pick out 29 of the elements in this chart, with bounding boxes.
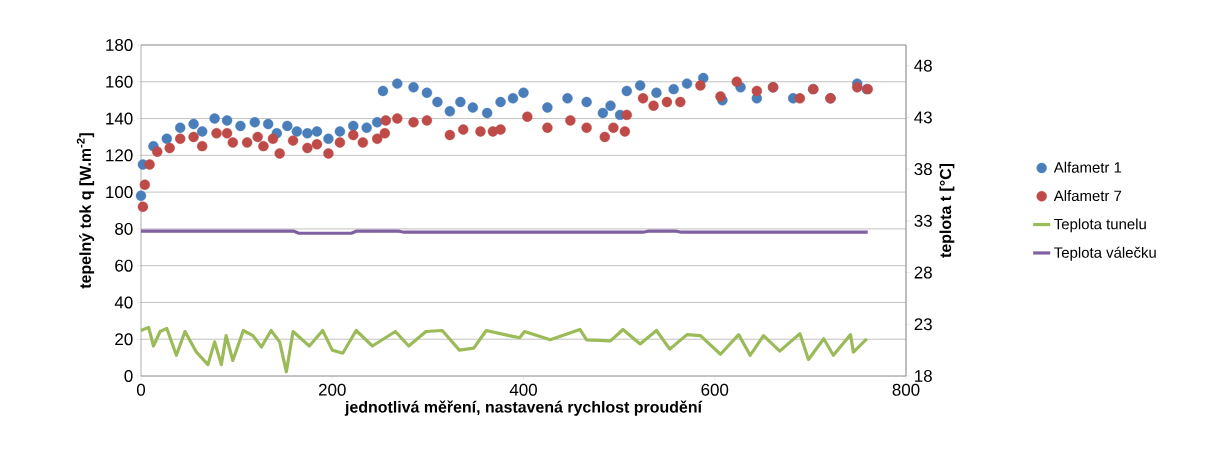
- x-tick-label: 200: [318, 383, 346, 396]
- y-tick-label: 0: [124, 370, 133, 382]
- y-tick-label: 140: [106, 112, 133, 125]
- y2-tick-label: 48: [914, 59, 932, 72]
- y-tick-label: 40: [114, 296, 133, 309]
- y-tick-label: 20: [115, 333, 133, 346]
- x-tick-label: 600: [701, 383, 729, 396]
- legend-label: Alfametr 7: [1053, 190, 1122, 202]
- y2-axis-title: teplota t [°C]: [939, 163, 955, 258]
- y-tick-label: 180: [106, 39, 133, 51]
- y-tick-label: 60: [115, 259, 133, 272]
- y2-tick-label: 28: [914, 266, 932, 279]
- x-tick-label: 800: [892, 383, 920, 396]
- x-tick-label: 0: [136, 383, 146, 396]
- y-tick-label: 160: [106, 75, 133, 88]
- y2-tick-label: 33: [914, 214, 932, 227]
- x-tick-label: 400: [509, 383, 537, 396]
- y2-tick-label: 23: [914, 318, 932, 331]
- x-axis-title: jednotlivá měření, nastavená rychlost proudění: [344, 400, 703, 416]
- y-axis-title: tepelný tok q [W.m$^{-2}$]: [76, 133, 95, 289]
- y2-tick-label: 43: [914, 111, 932, 124]
- legend-label: Teplota tunelu: [1054, 218, 1146, 233]
- legend-label: Alfametr 1: [1053, 161, 1122, 173]
- legend-label: Teplota válečku: [1054, 246, 1156, 261]
- y2-tick-label: 18: [915, 370, 932, 382]
- y-tick-label: 100: [106, 186, 133, 199]
- y-tick-label: 120: [106, 149, 133, 162]
- y2-tick-label: 38: [914, 163, 932, 176]
- y-tick-label: 80: [115, 222, 133, 235]
